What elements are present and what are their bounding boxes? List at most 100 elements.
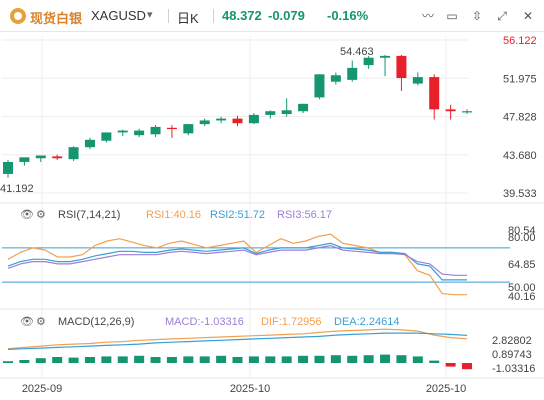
settings-icon: ⚙ bbox=[36, 209, 46, 221]
candle-body bbox=[347, 67, 358, 80]
instrument-name[interactable]: 现货白银 bbox=[30, 11, 83, 26]
macd-axis-tick-label: -1.03316 bbox=[492, 363, 535, 375]
candle-body bbox=[68, 147, 79, 160]
macd-histogram-bar bbox=[380, 354, 391, 363]
macd-histogram-bar bbox=[445, 363, 456, 367]
macd-histogram-bar bbox=[265, 356, 276, 363]
price-change: -0.079 bbox=[268, 8, 305, 23]
macd-histogram-bar bbox=[281, 356, 292, 363]
candle-body bbox=[380, 55, 391, 58]
rsi-title: RSI(7,14,21) bbox=[58, 209, 120, 221]
macd-histogram-bar bbox=[199, 356, 210, 363]
candle-body bbox=[330, 75, 341, 82]
chart-type-icon[interactable]: 〰 bbox=[421, 9, 434, 23]
macd-histogram-bar bbox=[232, 357, 243, 363]
macd-histogram-bar bbox=[314, 355, 325, 363]
rsi-series-line bbox=[7, 233, 467, 296]
period-selector[interactable]: 日K bbox=[177, 11, 199, 26]
chevron-down-icon[interactable]: ▾ bbox=[147, 9, 153, 21]
settings-icon: ⚙ bbox=[36, 316, 46, 328]
macd-signal-line bbox=[7, 332, 468, 350]
macd-histogram-bar bbox=[248, 356, 259, 363]
x-axis-tick-label: 2025-10 bbox=[426, 383, 466, 395]
macd-histogram-bar bbox=[68, 357, 79, 363]
top-bar: 现货白银 XAGUSD ▾ 日K 48.372 -0.079 -0.16% 〰 … bbox=[0, 0, 544, 32]
x-axis-tick-label: 2025-09 bbox=[22, 383, 62, 395]
macd-histogram-bar bbox=[52, 357, 63, 363]
rsi-axis-tick-label: 80.54 bbox=[508, 225, 536, 237]
price-axis-tick-label: 43.680 bbox=[503, 150, 537, 162]
silver-logo-icon bbox=[10, 8, 26, 24]
macd-histogram-bar bbox=[101, 356, 112, 363]
candle-body bbox=[183, 124, 194, 134]
macd-histogram-bar bbox=[412, 356, 423, 363]
rsi-legend-entry: RSI2:51.72 bbox=[210, 209, 265, 221]
macd-legend-entry: DIF:1.72956 bbox=[261, 316, 322, 328]
macd-histogram-bar bbox=[19, 360, 30, 363]
rsi-legend-entry: RSI3:56.17 bbox=[277, 209, 332, 221]
macd-histogram-bar bbox=[117, 356, 128, 363]
candle-body bbox=[52, 156, 63, 159]
rsi-axis-tick-label: 40.16 bbox=[508, 291, 536, 303]
rsi-axis-tick-label: 50.00 bbox=[508, 282, 536, 294]
price-axis-tick-label: 47.828 bbox=[503, 112, 537, 124]
fullscreen-icon[interactable]: ⤢ bbox=[497, 9, 507, 23]
macd-histogram-bar bbox=[84, 357, 95, 363]
price-axis-tick-label: 51.975 bbox=[503, 73, 537, 85]
macd-histogram-bar bbox=[429, 360, 440, 363]
price-axis-tick-label: 39.533 bbox=[503, 188, 537, 200]
macd-axis-tick-label: 2.82802 bbox=[492, 335, 532, 347]
macd-histogram-bar bbox=[298, 355, 309, 363]
macd-histogram-bar bbox=[150, 357, 161, 363]
macd-legend-entry: MACD:-1.03316 bbox=[165, 316, 244, 328]
candle-body bbox=[429, 77, 440, 110]
divider bbox=[168, 9, 169, 23]
symbol-selector[interactable]: XAGUSD bbox=[91, 8, 146, 23]
macd-histogram-bar bbox=[166, 357, 177, 363]
indicator-icon[interactable]: ▭ bbox=[446, 9, 458, 23]
macd-signal-line bbox=[7, 328, 468, 350]
candle-body bbox=[363, 57, 374, 66]
macd-histogram-bar bbox=[396, 355, 407, 363]
divider bbox=[213, 9, 214, 23]
rsi-series-line bbox=[7, 244, 467, 276]
close-icon[interactable]: ✕ bbox=[522, 9, 534, 23]
candle-body bbox=[199, 120, 210, 125]
candle-body bbox=[298, 103, 309, 112]
candle-body bbox=[232, 118, 243, 124]
macd-histogram-bar bbox=[183, 356, 194, 363]
macd-histogram-bar bbox=[363, 355, 374, 363]
eye-icon: 👁 bbox=[20, 209, 34, 221]
last-price: 48.372 bbox=[222, 8, 262, 23]
rsi-axis-tick-label: 80.00 bbox=[508, 232, 536, 244]
candle-body bbox=[216, 118, 227, 121]
rsi-legend-entry: RSI1:40.16 bbox=[146, 209, 201, 221]
price-change-percent: -0.16% bbox=[327, 8, 369, 23]
candle-body bbox=[166, 127, 177, 130]
candle-body bbox=[117, 130, 128, 133]
macd-title: MACD(12,26,9) bbox=[58, 316, 134, 328]
macd-histogram-bar bbox=[347, 355, 358, 363]
candle-body bbox=[412, 77, 423, 84]
macd-axis-tick-label: 0.89743 bbox=[492, 349, 532, 361]
candle-body bbox=[3, 161, 13, 174]
candle-body bbox=[445, 109, 456, 112]
macd-histogram-bar bbox=[462, 363, 472, 370]
candle-body bbox=[462, 111, 472, 113]
candle-body bbox=[134, 130, 145, 136]
candle-body bbox=[84, 139, 95, 148]
rsi-series-line bbox=[7, 242, 467, 281]
x-axis-tick-label: 2025-10 bbox=[230, 383, 270, 395]
layout-icon[interactable]: ⇳ bbox=[471, 9, 483, 23]
macd-legend-entry: DEA:2.24614 bbox=[334, 316, 399, 328]
rsi-axis-tick-label: 64.85 bbox=[508, 259, 536, 271]
macd-histogram-bar bbox=[134, 355, 145, 363]
candle-body bbox=[248, 114, 259, 124]
macd-histogram-bar bbox=[216, 355, 227, 363]
candle-body bbox=[35, 155, 46, 159]
macd-histogram-bar bbox=[35, 358, 46, 363]
eye-icon: 👁 bbox=[20, 316, 34, 328]
high-annotation: 54.463 bbox=[340, 46, 374, 58]
low-annotation: 41.192 bbox=[0, 183, 34, 195]
